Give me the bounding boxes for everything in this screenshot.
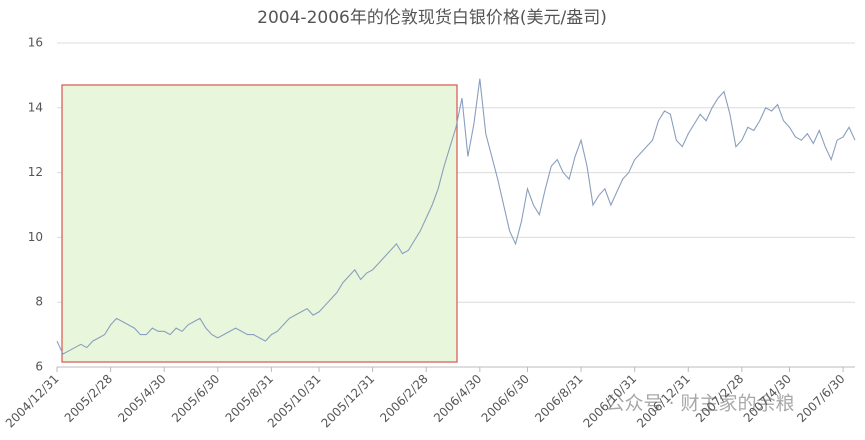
y-tick-label: 16: [28, 36, 43, 50]
y-tick-label: 8: [35, 295, 43, 309]
x-tick-label: 2006/4/30: [431, 372, 484, 425]
y-tick-label: 10: [28, 230, 43, 244]
chart-title: 2004-2006年的伦敦现货白银价格(美元/盎司): [257, 8, 607, 28]
x-tick-label: 2007/6/30: [794, 372, 847, 425]
x-tick-label: 2006/8/31: [532, 372, 585, 425]
y-tick-label: 14: [28, 100, 43, 114]
y-tick-label: 12: [28, 165, 43, 179]
x-tick-label: 2005/12/31: [318, 372, 377, 431]
watermark: 公众号 · 财主家的余粮: [605, 393, 794, 415]
x-tick-label: 2005/2/28: [62, 372, 115, 425]
x-tick-label: 2004/12/31: [3, 372, 62, 431]
y-tick-label: 6: [35, 360, 43, 374]
highlight-region: [61, 84, 458, 363]
x-tick-label: 2006/2/28: [377, 372, 430, 425]
x-tick-label: 2005/4/30: [115, 372, 168, 425]
x-tick-label: 2006/6/30: [479, 372, 532, 425]
x-tick-label: 2005/6/30: [169, 372, 222, 425]
price-line: [56, 78, 856, 355]
